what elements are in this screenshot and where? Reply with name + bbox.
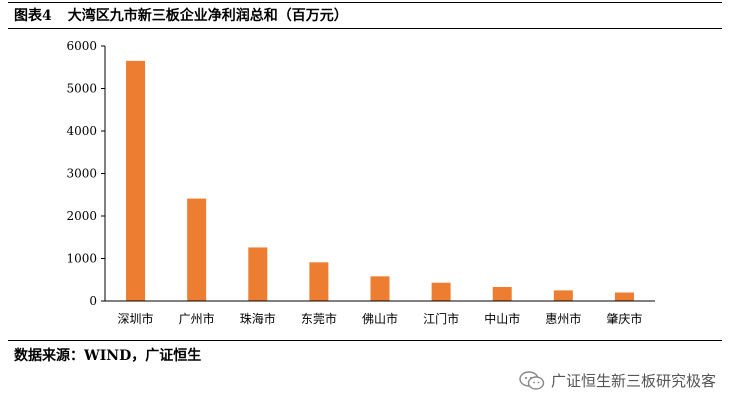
figure-title: 图表4 大湾区九市新三板企业净利润总和（百万元）	[14, 5, 348, 25]
x-tick-label: 佛山市	[362, 311, 398, 326]
watermark-text: 广证恒生新三板研究极客	[550, 372, 716, 390]
chart-title: 大湾区九市新三板企业净利润总和（百万元）	[67, 8, 348, 24]
bar	[248, 247, 268, 301]
title-rule	[8, 28, 722, 29]
x-tick-label: 惠州市	[545, 311, 581, 326]
x-axis: 深圳市 广州市 珠海市 东莞市 佛山市 江门市 中山市 惠州市 肇庆市	[105, 300, 655, 326]
y-tick-label: 5000	[66, 82, 97, 96]
bar	[309, 262, 329, 301]
y-tick-label: 4000	[66, 124, 97, 138]
bar	[492, 286, 512, 301]
y-axis: 0 1000 2000 3000 4000 5000 6000	[66, 39, 106, 308]
top-rule	[8, 2, 722, 3]
y-tick-label: 1000	[66, 252, 97, 266]
y-tick-label: 2000	[66, 209, 97, 223]
watermark: 广证恒生新三板研究极客	[519, 370, 716, 391]
y-tick-label: 0	[89, 294, 97, 308]
y-tick-label: 3000	[66, 167, 97, 181]
bar	[370, 276, 390, 301]
x-tick-label: 肇庆市	[606, 311, 642, 326]
bar	[431, 282, 451, 301]
bar	[614, 292, 634, 301]
source-note: 数据来源：WIND，广证恒生	[14, 348, 202, 364]
x-tick-label: 东莞市	[301, 311, 337, 326]
x-tick-label: 珠海市	[240, 311, 276, 326]
bottom-rule	[8, 340, 722, 341]
bar-chart: 0 1000 2000 3000 4000 5000 6000 深圳市 广州市 珠海市 东莞市 佛山…	[66, 39, 655, 326]
x-tick-label: 广州市	[179, 311, 215, 326]
y-tick-label: 6000	[66, 39, 97, 53]
bar	[553, 290, 573, 301]
x-tick-label: 中山市	[484, 311, 520, 326]
bar	[187, 198, 207, 301]
bars	[126, 60, 634, 301]
x-tick-label: 深圳市	[118, 311, 154, 326]
bar	[126, 60, 146, 301]
figure-label: 图表4	[14, 8, 52, 24]
wechat-icon	[519, 370, 545, 390]
x-tick-label: 江门市	[423, 311, 459, 326]
